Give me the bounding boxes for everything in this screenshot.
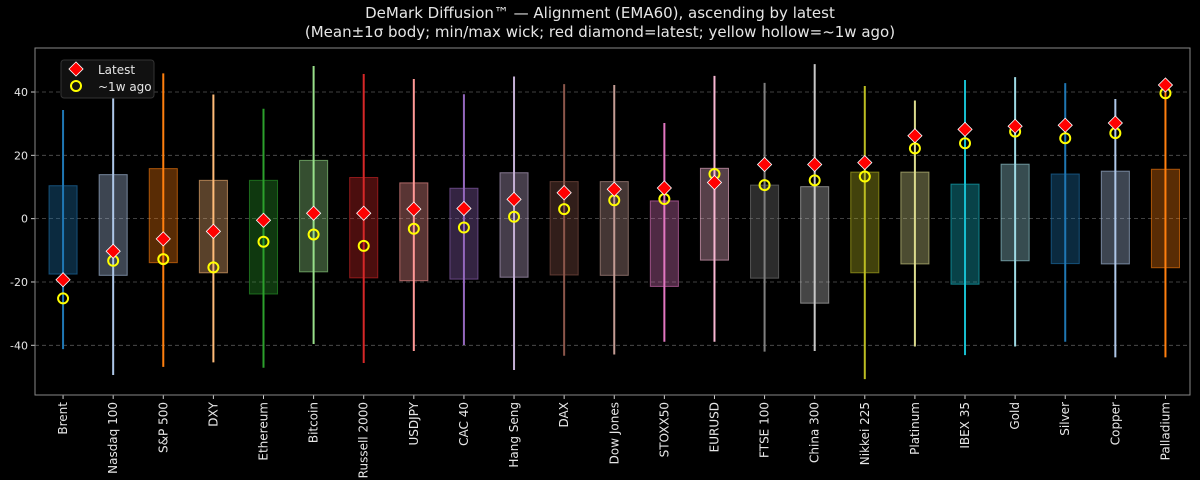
latest-marker [406,201,422,217]
latest-marker [857,154,873,171]
week-ago-marker [207,261,220,274]
latest-marker [907,128,923,144]
x-tick-label: Palladium [1158,402,1172,460]
legend-week-marker [70,80,82,92]
week-ago-marker [57,292,70,305]
week-ago-marker [758,179,771,192]
latest-marker [155,231,171,247]
latest-marker [1157,77,1174,93]
x-axis: Brent Nasdaq 100 S&P 500 DXY Ethereum Bitcoin… [56,395,1172,478]
latest-marker [456,200,472,217]
week-ago-marker [808,174,821,187]
week-ago-marker [1059,132,1072,145]
latest-marker [807,156,823,173]
latest-marker [105,243,121,259]
latest-marker [1107,115,1123,131]
x-tick-label: Gold [1008,402,1022,430]
latest-marker [1007,118,1023,134]
x-tick-label: Ethereum [256,402,270,461]
x-tick-label: Copper [1108,402,1122,445]
y-axis: -40 -20 0 20 40 [10,86,35,352]
week-ago-marker [558,203,571,216]
y-tick-label: 20 [14,149,28,162]
latest-marker [305,205,322,221]
week-ago-marker [959,137,972,150]
latest-marker [506,191,522,207]
latest-marker [55,272,71,288]
y-tick-label: -40 [10,339,28,352]
x-tick-label: Russell 2000 [357,402,371,478]
x-tick-label: USDJPY [407,401,421,445]
x-tick-label: DAX [557,402,571,427]
latest-marker [205,223,222,239]
x-tick-label: STOXX50 [657,402,671,457]
x-tick-label: Platinum [908,402,922,455]
x-tick-label: Hang Seng [507,402,521,468]
x-tick-label: China 300 [808,402,822,463]
x-tick-label: Dow Jones [607,402,621,464]
week-ago-marker [407,222,420,235]
x-tick-label: Silver [1058,402,1072,436]
chart-subtitle: (Mean±1σ body; min/max wick; red diamond… [305,23,895,41]
week-ago-marker [157,253,170,266]
plot-marks [48,64,1180,380]
y-tick-label: 40 [14,86,28,99]
latest-marker [255,212,272,228]
latest-marker [706,174,723,191]
y-tick-label: -20 [10,276,28,289]
latest-marker [606,181,622,197]
plot-frame [34,47,1191,396]
legend-week-label: ~1w ago [98,80,152,94]
x-tick-label: Brent [56,402,70,435]
week-ago-marker [257,235,270,248]
x-tick-label: Bitcoin [307,402,321,443]
week-ago-marker [508,210,521,223]
week-ago-marker [858,170,871,183]
x-tick-label: CAC 40 [457,402,471,446]
x-tick-label: FTSE 100 [758,402,772,458]
week-ago-marker [307,228,320,241]
latest-marker [556,185,572,201]
week-ago-marker [908,142,921,155]
x-tick-label: DXY [206,401,220,426]
week-ago-marker [357,239,370,252]
latest-marker [957,121,973,138]
latest-marker [356,205,372,221]
x-tick-label: S&P 500 [156,402,170,453]
latest-marker [1057,117,1073,133]
chart-title: DeMark Diffusion™ — Alignment (EMA60), a… [365,4,835,22]
x-tick-label: Nikkei 225 [858,402,872,465]
legend-latest-marker [68,61,84,77]
latest-marker [756,156,773,173]
latest-marker [656,180,672,196]
legend: Latest ~1w ago [60,59,155,99]
y-tick-label: 0 [21,213,28,226]
legend-latest-label: Latest [98,63,135,77]
week-ago-marker [457,221,470,234]
x-tick-label: Nasdaq 100 [106,402,120,474]
x-tick-label: EURUSD [707,402,721,452]
x-tick-label: IBEX 35 [958,402,972,449]
